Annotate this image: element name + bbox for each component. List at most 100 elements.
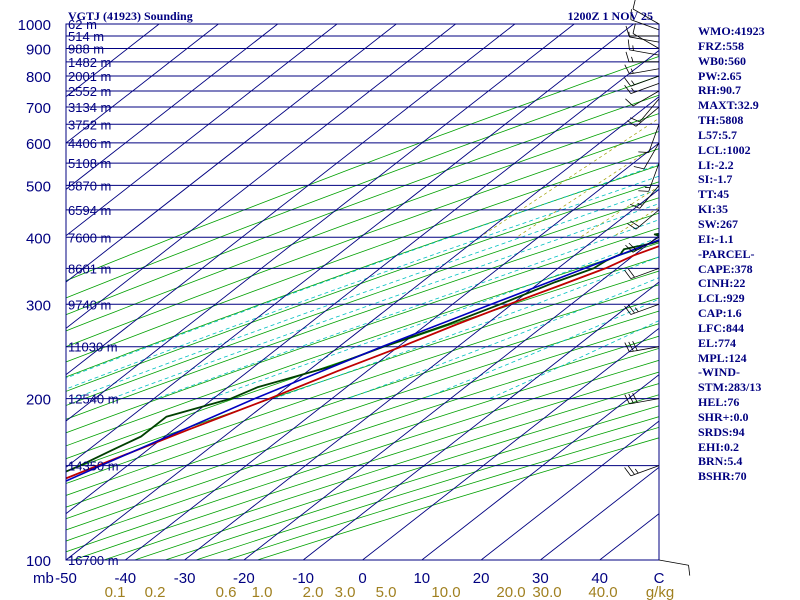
isotherm [66, 24, 456, 329]
wind-barb-flag [632, 0, 636, 10]
isotherm [184, 188, 659, 560]
isotherm [66, 24, 278, 190]
wind-barb [632, 23, 660, 49]
index-item: MAXT:32.9 [698, 98, 759, 113]
wind-barb-shaft [632, 33, 660, 49]
isotherm [302, 281, 659, 560]
temperature-tick-label: -20 [233, 570, 255, 587]
temperature-tick-label: 0 [358, 570, 366, 587]
pressure-tick-label: 300 [26, 297, 51, 314]
wind-barb-flag [631, 56, 634, 62]
height-label: 9740 m [68, 297, 111, 312]
height-label: 514 m [68, 29, 104, 44]
isotherm [66, 96, 659, 560]
wind-barb-shaft [629, 346, 660, 353]
height-label: 988 m [68, 42, 104, 57]
moist-adiabat [347, 277, 659, 399]
wind-barb-flag [624, 342, 630, 353]
wind-barb-flag [630, 9, 632, 20]
wind-barb-shaft [630, 19, 660, 31]
index-item: KI:35 [698, 202, 728, 217]
wind-barb [625, 236, 660, 253]
wind-barb-shaft [630, 82, 660, 94]
index-item: SRDS:94 [698, 424, 745, 439]
wind-barb-flag [624, 305, 632, 315]
wind-barb [638, 124, 660, 153]
mixing-ratio-tick-label: 0.1 [105, 584, 126, 600]
wind-barb-flag [630, 220, 640, 227]
mixing-ratio-tick-label: 40.0 [588, 584, 617, 600]
wind-barb-flag [634, 307, 639, 313]
isotherm [66, 24, 634, 468]
index-item: LI:-2.2 [698, 157, 734, 172]
mixing-ratio-tick-label: 0.2 [145, 584, 166, 600]
mixing-ratio-tick-label: 0.6 [216, 584, 237, 600]
index-item: EL:774 [698, 335, 737, 350]
wind-barb-flag [624, 77, 632, 87]
wind-barb-shaft [632, 90, 660, 107]
wind-barb-flag [624, 64, 630, 75]
wind-barb [658, 559, 691, 576]
wind-barb-shaft [630, 303, 660, 315]
wind-barb-flag [628, 341, 634, 352]
index-item: EI:-1.1 [698, 231, 734, 246]
wind-barb-shaft [630, 75, 660, 87]
moist-adiabat [155, 219, 659, 399]
index-item: TT:45 [698, 187, 730, 202]
temperature-tick-label: -30 [174, 570, 196, 587]
wind-barb-flag [627, 223, 637, 230]
index-item: WB0:560 [698, 53, 746, 68]
index-item: HEL:76 [698, 395, 740, 410]
mixing-ratio-tick-label: 2.0 [303, 584, 324, 600]
wind-barb-shaft [639, 98, 660, 123]
dewpoint-line [66, 232, 659, 473]
wind-barb-shaft [658, 559, 689, 566]
mixing-ratio-tick-label: 10.0 [431, 584, 460, 600]
wind-barb-flag [627, 39, 630, 50]
wind-barb-shaft [635, 209, 660, 230]
wind-barb [624, 82, 660, 94]
wind-barb-shaft [629, 49, 660, 56]
height-label: 12540 m [68, 392, 119, 407]
height-label: 5108 m [68, 156, 111, 171]
wind-barb-flag [632, 341, 638, 351]
wind-barb-shaft [632, 8, 660, 25]
temperature-tick-label: 20 [473, 570, 490, 587]
wind-barb-flag [625, 98, 634, 107]
wind-barb-shaft [630, 268, 660, 280]
mixing-ratio-tick-label: 3.0 [335, 584, 356, 600]
wind-barb [633, 142, 660, 170]
wind-barb-flag [688, 565, 691, 576]
isotherm [480, 420, 659, 560]
wind-barb-flag [627, 120, 637, 127]
isotherm [66, 49, 659, 515]
wind-barb-shaft [643, 142, 660, 170]
wind-barb [625, 90, 660, 107]
wind-barb [624, 64, 660, 75]
index-item: BSHR:70 [698, 469, 747, 484]
wind-barb-shaft [629, 398, 660, 405]
pressure-tick-label: 900 [26, 42, 51, 59]
wind-barb [627, 39, 660, 56]
index-item: SW:267 [698, 216, 739, 231]
moist-adiabat [111, 203, 659, 399]
isotherm [125, 142, 659, 560]
mixing-ratio-tick-label: 30.0 [532, 584, 561, 600]
wind-barb [624, 75, 660, 87]
index-item: EHI:0.2 [698, 439, 740, 454]
background-lines [66, 24, 659, 560]
wind-barb-flag [632, 23, 636, 34]
isotherm [421, 374, 659, 560]
index-item: -PARCEL- [698, 246, 755, 261]
station-title: VGTJ (41923) Sounding [68, 9, 193, 23]
wind-barb-flag [631, 87, 635, 93]
pressure-tick-label: 800 [26, 69, 51, 86]
wind-barb [625, 25, 659, 37]
profile-lines [66, 232, 659, 482]
wind-barb-flag [630, 68, 634, 74]
height-label: 8601 m [68, 261, 111, 276]
index-item: TH:5808 [698, 113, 744, 128]
plot-frame [65, 23, 660, 561]
height-label: 4406 m [68, 136, 111, 151]
wind-barb-flag [628, 242, 637, 251]
